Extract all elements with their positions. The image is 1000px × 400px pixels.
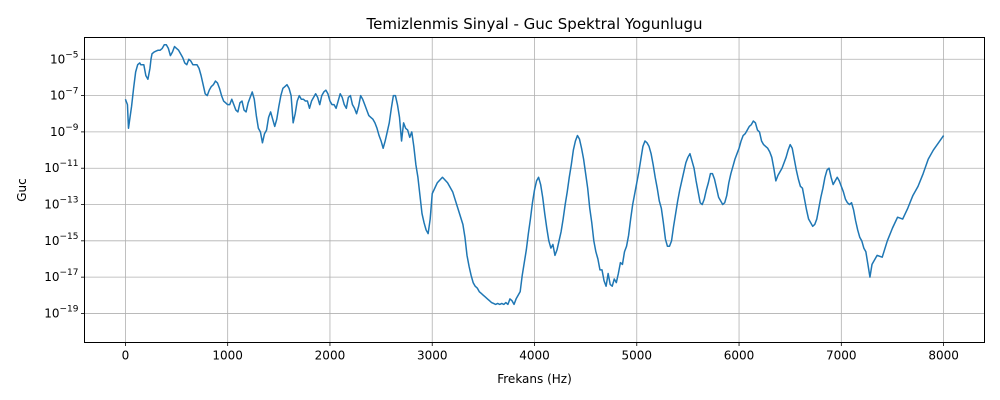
- y-tick-label: 10−5: [50, 50, 79, 66]
- psd-series-line: [124, 44, 945, 306]
- x-axis-title: Frekans (Hz): [497, 372, 572, 386]
- chart-title: Temizlenmis Sinyal - Guc Spektral Yogunl…: [365, 15, 702, 33]
- x-tick-label: 5000: [621, 349, 652, 363]
- x-tick-label: 2000: [315, 349, 346, 363]
- y-axis: 10−19 10−17 10−15 10−13 10−11 10−9 10−7 10−5: [44, 50, 85, 320]
- x-axis: 0 1000 2000 3000 4000 5000 6000 7000 8000: [122, 342, 959, 363]
- y-tick-label: 10−15: [44, 232, 78, 248]
- x-tick-label: 7000: [826, 349, 857, 363]
- y-tick-label: 10−13: [44, 196, 78, 212]
- y-tick-label: 10−11: [44, 159, 78, 175]
- x-tick-label: 3000: [417, 349, 448, 363]
- y-tick-label: 10−19: [44, 304, 79, 320]
- x-tick-label: 6000: [724, 349, 755, 363]
- y-tick-label: 10−9: [50, 123, 79, 139]
- x-tick-label: 4000: [519, 349, 550, 363]
- x-tick-label: 8000: [928, 349, 959, 363]
- y-tick-label: 10−7: [50, 87, 79, 103]
- y-axis-title: Guc: [15, 178, 29, 202]
- x-tick-label: 0: [122, 349, 130, 363]
- y-tick-label: 10−17: [44, 268, 78, 284]
- x-tick-label: 1000: [212, 349, 243, 363]
- grid-lines: [84, 37, 985, 343]
